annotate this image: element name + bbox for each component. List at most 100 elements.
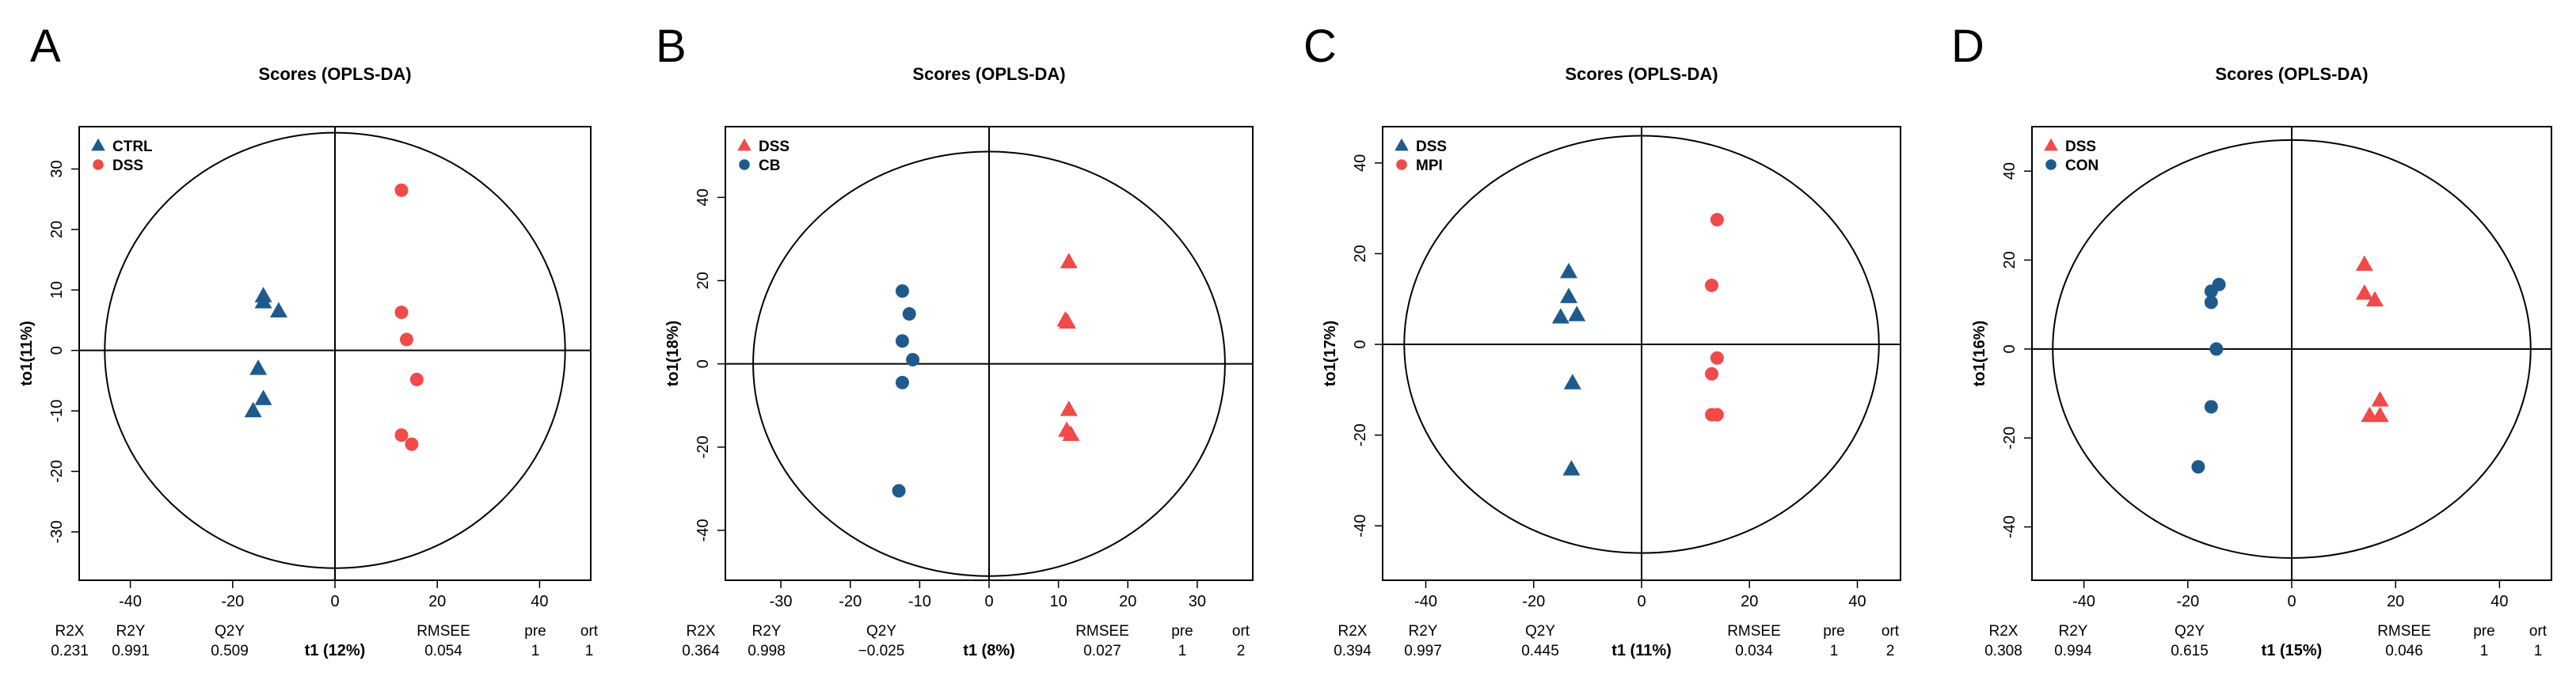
stats-value-q2y: −0.025 [858, 643, 905, 659]
stats-header-q2y: Q2Y [866, 623, 896, 640]
data-point-ctrl [269, 302, 287, 318]
y-tick-label: 40 [1352, 154, 1369, 172]
data-point-dss [1060, 253, 1078, 268]
y-tick-label: 10 [48, 281, 66, 298]
data-point-dss [1062, 425, 1080, 442]
stats-header-r2x: R2X [687, 623, 716, 640]
y-axis-label: to1(16%) [1971, 321, 1988, 386]
stats-header-r2x: R2X [55, 623, 85, 640]
chart-title: Scores (OPLS-DA) [912, 64, 1065, 84]
series-cb [892, 284, 920, 498]
x-tick-label: 20 [1741, 593, 1758, 610]
series-mpi [1705, 212, 1724, 422]
data-point-dss [1060, 400, 1078, 416]
data-point-dss [399, 332, 413, 347]
x-tick-label: -10 [908, 593, 931, 610]
y-tick-label: -20 [1352, 424, 1369, 446]
data-point-con [2204, 400, 2218, 414]
y-tick-label: 20 [48, 221, 66, 238]
stats-value-r2x: 0.394 [1334, 643, 1372, 659]
y-tick-label: -20 [2001, 427, 2019, 450]
series-con [2191, 277, 2226, 474]
x-tick-label: 30 [1189, 593, 1206, 610]
stats-header-q2y: Q2Y [215, 623, 245, 640]
x-tick-label: -20 [221, 593, 244, 610]
data-point-mpi [1710, 351, 1724, 365]
stats-header-r2x: R2X [1338, 623, 1368, 640]
stats-value-ort: 1 [585, 643, 594, 659]
panel-d: D Scores (OPLS-DA) -40 -20 0 20 40 -40 -20 0 20 40 t… [1951, 21, 2552, 659]
legend-label-con: CON [2065, 158, 2098, 174]
legend-label-dss: DSS [2065, 139, 2096, 155]
stats-value-pre: 1 [1178, 643, 1187, 659]
data-point-con [2209, 342, 2224, 356]
data-point-dss [394, 306, 409, 320]
data-point-mpi [1710, 408, 1724, 422]
stats-header-rmsee: RMSEE [2377, 623, 2431, 640]
x-tick-label: -20 [1522, 593, 1545, 610]
panel-label: A [30, 21, 61, 72]
stats-value-rmsee: 0.054 [424, 643, 462, 659]
stats-header-ort: ort [580, 623, 599, 640]
data-point-mpi [1705, 367, 1719, 381]
confidence-ellipse [104, 131, 566, 569]
data-point-mpi [1710, 212, 1724, 226]
data-point-dss [409, 372, 424, 386]
x-tick-label: -40 [2072, 593, 2095, 610]
series-dss [1056, 253, 1080, 442]
legend: DSS MPI [1395, 138, 1447, 174]
stats-header-r2y: R2Y [1409, 623, 1438, 640]
x-axis-label: t1 (15%) [2262, 642, 2323, 659]
stats-header-r2y: R2Y [116, 623, 146, 640]
x-tick-label: 0 [2287, 593, 2296, 610]
data-point-dss [2355, 284, 2373, 300]
stats-header-rmsee: RMSEE [1727, 623, 1781, 640]
y-tick-label: -20 [48, 460, 66, 483]
legend: CTRL DSS [91, 138, 153, 174]
data-point-dss [1059, 313, 1077, 329]
stats-header-pre: pre [524, 623, 546, 640]
stats-value-ort: 2 [1886, 643, 1895, 659]
x-tick-label: -20 [839, 593, 862, 610]
y-tick-label: 30 [48, 160, 66, 177]
x-tick-label: 40 [2490, 593, 2508, 610]
data-point-cb [906, 352, 920, 367]
data-point-ctrl [254, 293, 272, 309]
legend-marker-mpi [1396, 159, 1407, 170]
data-point-cb [895, 375, 909, 389]
series-dss [2355, 255, 2389, 423]
panel-label: B [656, 21, 687, 72]
data-point-ctrl [249, 359, 268, 375]
legend-marker-dss [93, 159, 104, 170]
panel-label: D [1951, 21, 1984, 72]
stats-value-ort: 2 [1237, 643, 1246, 659]
data-point-dss [394, 183, 409, 197]
stats-header-r2y: R2Y [752, 623, 782, 640]
confidence-ellipse [2052, 139, 2532, 559]
legend-marker-dss [2044, 138, 2058, 151]
stats-value-pre: 1 [531, 643, 540, 659]
data-point-ctrl [244, 401, 262, 418]
x-tick-label: 20 [2387, 593, 2404, 610]
legend-marker-cb [739, 159, 750, 170]
stats-header-rmsee: RMSEE [417, 623, 470, 640]
legend: DSS CB [737, 138, 790, 174]
x-tick-label: 0 [1637, 593, 1646, 610]
stats-value-rmsee: 0.027 [1083, 643, 1121, 659]
y-axis-label: to1(18%) [664, 321, 682, 386]
panel-c: C Scores (OPLS-DA) -40 -20 0 20 40 -40 -20 0 20 40 t… [1303, 21, 1901, 659]
y-tick-label: -20 [694, 435, 712, 458]
data-point-ctrl [254, 389, 272, 405]
data-point-dss [2371, 406, 2389, 423]
legend-marker-ctrl [91, 138, 105, 151]
stats-header-pre: pre [1823, 623, 1844, 640]
y-tick-label: 40 [694, 188, 712, 206]
data-point-mpi [1705, 279, 1719, 293]
x-tick-label: 0 [330, 593, 339, 610]
data-point-dss [1568, 306, 1586, 321]
y-axis-label: to1(11%) [18, 321, 36, 386]
x-tick-label: 10 [1050, 593, 1067, 610]
data-point-dss [1560, 262, 1578, 279]
x-tick-label: 20 [1119, 593, 1136, 610]
